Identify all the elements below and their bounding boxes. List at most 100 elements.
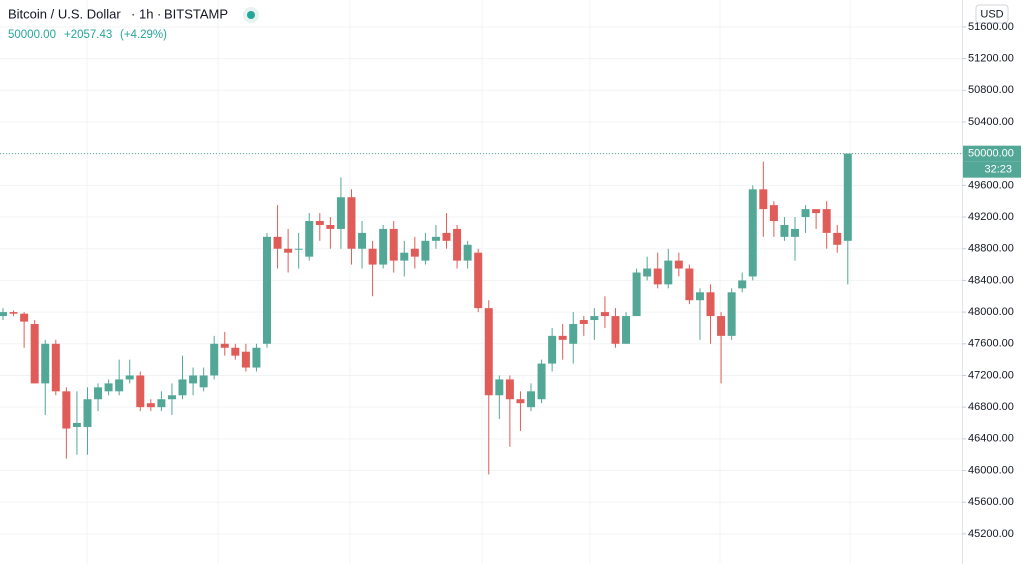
currency-button[interactable] <box>975 4 1009 24</box>
candle-body <box>231 347 240 356</box>
candle-body <box>527 391 535 408</box>
candle-body <box>20 313 29 322</box>
candle-body <box>727 292 736 336</box>
candle-body <box>674 260 683 269</box>
candle-body <box>210 343 219 376</box>
last-price-badge <box>963 145 1021 162</box>
candle-body <box>336 197 345 229</box>
candle-body <box>199 375 208 388</box>
candle-body <box>695 292 704 301</box>
candle-body <box>717 316 726 336</box>
candle-body <box>294 248 303 250</box>
y-tick-label: 46800.00 <box>968 401 1014 413</box>
candle-body <box>685 268 694 301</box>
separator: · <box>131 6 135 21</box>
candle-body <box>83 399 92 427</box>
candle-body <box>833 232 842 245</box>
candle-body <box>263 236 271 344</box>
candle-body <box>453 228 462 261</box>
candle-body <box>780 224 789 237</box>
candle-body <box>94 387 103 400</box>
candle-body <box>801 209 810 218</box>
candle-body <box>104 383 113 392</box>
y-tick-label: 48800.00 <box>968 243 1014 255</box>
separator: · <box>157 6 161 21</box>
candle-body <box>484 308 493 396</box>
candle-body <box>252 347 261 368</box>
candle-body <box>664 260 673 285</box>
candle-body <box>442 232 451 241</box>
candle-body <box>769 205 778 222</box>
candle-body <box>421 240 430 261</box>
candle-body <box>389 228 398 261</box>
y-tick-label: 45200.00 <box>968 528 1014 540</box>
candle-body <box>537 363 546 400</box>
candle-body <box>273 236 282 249</box>
candle-body <box>516 399 525 404</box>
y-tick-label: 50400.00 <box>968 116 1014 128</box>
y-tick-label: 45600.00 <box>968 496 1014 508</box>
candle-body <box>410 248 419 257</box>
candle-body <box>812 209 821 214</box>
grid <box>86 0 851 564</box>
change: +2057.43 <box>64 29 112 41</box>
candle-body <box>622 316 631 344</box>
candle-body <box>558 335 567 340</box>
last-price: 50000.00 <box>8 29 56 41</box>
currency-label: USD <box>980 8 1003 20</box>
candle-body <box>178 379 187 396</box>
candle-body <box>400 252 409 261</box>
y-tick-label: 46400.00 <box>968 433 1014 445</box>
candle-body <box>62 391 71 429</box>
candle-body <box>189 375 198 384</box>
candle-body <box>358 232 367 249</box>
y-tick-label: 47200.00 <box>968 369 1014 381</box>
candle-body <box>653 268 662 285</box>
candle-body <box>125 375 134 380</box>
candle-body <box>305 221 314 257</box>
candle-body <box>548 335 557 364</box>
candle-body <box>0 312 7 317</box>
candle-body <box>738 280 747 289</box>
candle-body <box>505 379 514 400</box>
candle-body <box>30 323 39 384</box>
candle-body <box>431 236 440 241</box>
candle-body <box>474 252 483 309</box>
candle-body <box>326 224 335 229</box>
y-tick-label: 50800.00 <box>968 84 1014 96</box>
countdown: 32:23 <box>984 164 1012 176</box>
candle-body <box>791 228 799 237</box>
last-price-label: 50000.00 <box>968 148 1014 160</box>
change-percent: (+4.29%) <box>120 29 167 41</box>
interval: 1h <box>139 6 153 21</box>
candle-body <box>759 189 768 210</box>
candle-body <box>590 316 599 321</box>
candle-body <box>241 351 250 368</box>
y-tick-label: 49200.00 <box>968 211 1014 223</box>
y-tick-label: 49600.00 <box>968 179 1014 191</box>
market-status-dot <box>247 11 255 19</box>
y-tick-label: 47600.00 <box>968 338 1014 350</box>
candle-body <box>632 272 641 317</box>
candle-body <box>167 395 176 400</box>
candle-body <box>600 312 609 317</box>
candle-body <box>611 316 620 344</box>
exchange: BITSTAMP <box>164 6 228 21</box>
candle-body <box>315 221 324 225</box>
candle-body <box>822 209 831 233</box>
candle-body <box>41 343 50 384</box>
countdown-badge <box>963 161 1021 178</box>
y-tick-label: 51600.00 <box>968 21 1014 33</box>
candle-body <box>72 423 81 427</box>
candle-body <box>115 379 124 392</box>
candle-body <box>643 268 652 277</box>
candle-body <box>463 244 472 261</box>
candle-body <box>146 403 155 408</box>
y-tick-label: 48400.00 <box>968 274 1014 286</box>
candle-body <box>569 323 578 344</box>
candle-body <box>220 343 229 348</box>
candle-body <box>9 312 18 314</box>
candle-body <box>157 399 166 408</box>
